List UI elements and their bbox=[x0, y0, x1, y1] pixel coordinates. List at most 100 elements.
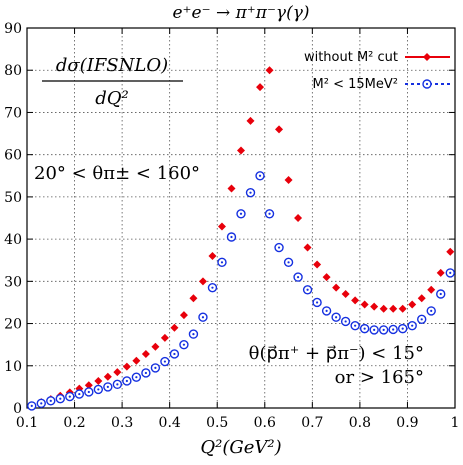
data-point-without-m2-cut bbox=[351, 296, 360, 305]
data-point-m2-cut bbox=[359, 323, 370, 334]
data-point-without-m2-cut bbox=[332, 283, 341, 292]
data-point-m2-cut bbox=[445, 268, 455, 278]
y-tick-label: 20 bbox=[4, 317, 22, 333]
x-tick-label: 0.1 bbox=[16, 415, 38, 431]
data-point-m2-cut bbox=[283, 257, 294, 268]
data-point-without-m2-cut bbox=[275, 125, 284, 134]
data-point-without-m2-cut bbox=[379, 304, 388, 313]
legend-swatch-m2-cut bbox=[405, 79, 450, 89]
annotation-theta-cut: 20° < θπ± < 160° bbox=[34, 163, 200, 184]
data-point-without-m2-cut bbox=[284, 176, 293, 184]
data-point-without-m2-cut bbox=[179, 311, 188, 320]
y-tick-label: 60 bbox=[4, 148, 22, 164]
data-point-without-m2-cut bbox=[198, 277, 207, 286]
y-axis-label: dσ(IFSNLO) dQ² bbox=[42, 55, 183, 109]
data-point-m2-cut bbox=[255, 171, 265, 181]
data-point-m2-cut bbox=[226, 232, 237, 242]
data-point-without-m2-cut bbox=[436, 268, 445, 277]
data-point-m2-cut bbox=[274, 242, 284, 253]
data-point-without-m2-cut bbox=[398, 304, 407, 313]
y-tick-label: 40 bbox=[4, 232, 22, 248]
data-point-without-m2-cut bbox=[370, 302, 379, 311]
data-point-m2-cut bbox=[150, 363, 161, 373]
y-tick-label: 50 bbox=[4, 190, 22, 206]
data-point-without-m2-cut bbox=[94, 376, 103, 385]
data-point-without-m2-cut bbox=[341, 290, 350, 298]
data-point-without-m2-cut bbox=[170, 323, 179, 332]
data-point-m2-cut bbox=[264, 209, 275, 219]
legend-swatch-without-m2-cut bbox=[405, 53, 450, 61]
data-point-without-m2-cut bbox=[151, 342, 160, 351]
annotation-angle-cut-line2: or > 165° bbox=[335, 367, 424, 388]
data-point-m2-cut bbox=[236, 209, 246, 219]
data-point-without-m2-cut bbox=[122, 362, 131, 371]
y-tick-label: 10 bbox=[4, 359, 22, 375]
data-point-m2-cut bbox=[179, 339, 189, 350]
y-tick-label: 0 bbox=[13, 401, 22, 417]
data-point-without-m2-cut bbox=[237, 146, 245, 155]
x-tick-label: 0.3 bbox=[111, 415, 133, 431]
data-point-m2-cut bbox=[160, 356, 170, 367]
data-point-m2-cut bbox=[84, 387, 94, 397]
data-point-m2-cut bbox=[46, 396, 56, 406]
data-point-m2-cut bbox=[112, 379, 123, 390]
data-point-without-m2-cut bbox=[132, 356, 141, 365]
data-point-m2-cut bbox=[388, 324, 398, 335]
data-point-m2-cut bbox=[436, 289, 446, 299]
data-point-m2-cut bbox=[217, 257, 227, 268]
data-point-without-m2-cut bbox=[417, 294, 426, 303]
data-point-m2-cut bbox=[331, 312, 341, 322]
legend: without M² cut M² < 15MeV² bbox=[304, 50, 450, 92]
y-label-denominator: dQ² bbox=[95, 88, 129, 109]
data-point-m2-cut bbox=[74, 389, 85, 399]
x-tick-label: 0.4 bbox=[159, 415, 181, 431]
y-axis-ticks: 0 10 20 30 40 50 60 70 80 90 bbox=[4, 21, 455, 417]
data-point-m2-cut bbox=[141, 368, 151, 378]
data-point-m2-cut bbox=[169, 349, 180, 359]
data-point-without-m2-cut bbox=[103, 372, 112, 381]
data-point-without-m2-cut bbox=[427, 285, 436, 294]
data-point-without-m2-cut bbox=[360, 300, 369, 309]
legend-label-m2-cut: M² < 15MeV² bbox=[313, 77, 398, 92]
x-tick-label: 0.9 bbox=[396, 415, 418, 431]
data-point-without-m2-cut bbox=[113, 368, 122, 377]
x-tick-label: 0.5 bbox=[206, 415, 228, 431]
legend-label-without-m2-cut: without M² cut bbox=[304, 50, 398, 65]
data-point-without-m2-cut bbox=[256, 83, 265, 92]
data-point-m2-cut bbox=[350, 320, 360, 331]
annotation-angle-cut-line1: θ(p⃗π⁺ + p⃗π⁻) < 15° bbox=[249, 343, 424, 364]
x-tick-label: 0.6 bbox=[254, 415, 276, 431]
data-point-m2-cut bbox=[55, 394, 65, 404]
data-point-without-m2-cut bbox=[389, 304, 398, 313]
data-point-m2-cut bbox=[245, 187, 256, 198]
data-point-m2-cut bbox=[188, 329, 199, 339]
data-point-without-m2-cut bbox=[294, 214, 303, 222]
data-point-without-m2-cut bbox=[189, 294, 198, 303]
data-point-m2-cut bbox=[369, 325, 379, 335]
x-axis-ticks: 0.1 0.2 0.3 0.4 0.5 0.6 0.7 0.8 0.9 1 bbox=[16, 28, 460, 431]
data-point-without-m2-cut bbox=[265, 66, 274, 75]
data-point-without-m2-cut bbox=[313, 260, 322, 269]
data-point-without-m2-cut bbox=[446, 247, 455, 256]
x-tick-label: 0.8 bbox=[349, 415, 371, 431]
data-point-m2-cut bbox=[131, 372, 142, 382]
legend-marker-diamond bbox=[423, 53, 431, 61]
data-point-m2-cut bbox=[207, 282, 218, 293]
grid bbox=[27, 28, 455, 408]
data-point-without-m2-cut bbox=[84, 381, 93, 390]
data-point-m2-cut bbox=[27, 401, 37, 411]
data-point-m2-cut bbox=[122, 376, 132, 386]
data-point-m2-cut bbox=[103, 382, 113, 392]
data-point-without-m2-cut bbox=[208, 252, 217, 260]
data-point-without-m2-cut bbox=[227, 184, 236, 193]
data-point-without-m2-cut bbox=[408, 300, 417, 309]
data-point-m2-cut bbox=[426, 306, 436, 316]
y-tick-label: 30 bbox=[4, 274, 22, 290]
y-tick-label: 70 bbox=[4, 105, 22, 121]
data-point-m2-cut bbox=[293, 272, 303, 282]
data-point-m2-cut bbox=[93, 384, 104, 395]
data-point-m2-cut bbox=[321, 306, 332, 316]
x-tick-label: 1 bbox=[451, 415, 460, 431]
y-tick-label: 90 bbox=[4, 21, 22, 37]
